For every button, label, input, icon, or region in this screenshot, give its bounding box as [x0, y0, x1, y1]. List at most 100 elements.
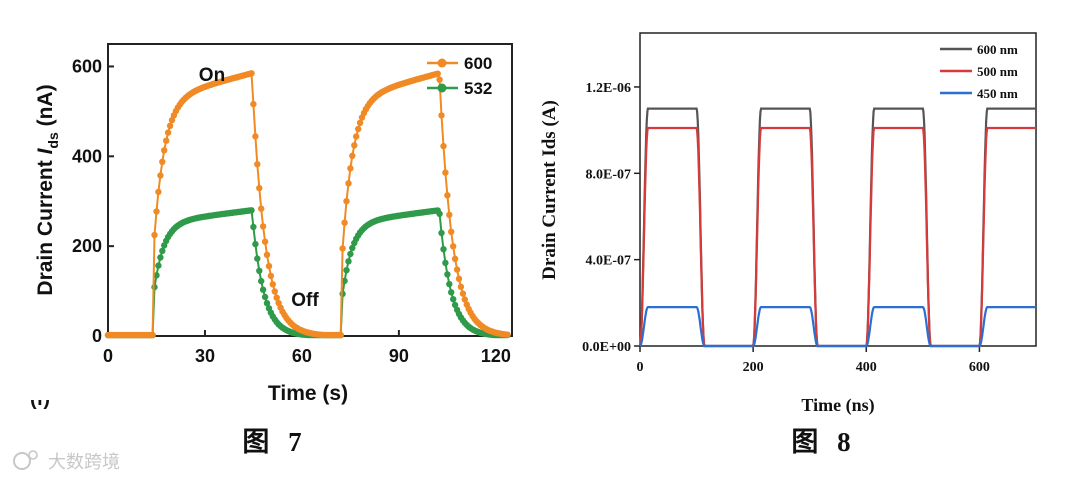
chart1-point-532	[349, 244, 356, 252]
chart1-x-axis-label: Time (s)	[268, 382, 348, 405]
chart2-x-tick-label: 0	[637, 360, 644, 375]
chart2-legend-label-600nm: 600 nm	[977, 42, 1018, 57]
chart1-panel-mark-crop	[20, 385, 80, 400]
chart2-x-axis-label: Time (ns)	[801, 395, 874, 416]
chart1-point-600	[353, 133, 360, 140]
chart1-caption: 图 7	[242, 427, 307, 457]
chart1-point-600	[434, 70, 441, 77]
chart1-x-tick-label: 0	[103, 346, 113, 366]
chart1-point-532	[438, 229, 445, 237]
chart1-point-600	[504, 331, 511, 338]
chart-photocurrent-nanoseconds: 0.0E+00 4.0E-07 8.0E-07 1.2E-06 0 200 400 600 …	[539, 32, 1037, 457]
chart1-legend-marker-600	[437, 58, 447, 68]
chart2-series-line-450nm	[639, 306, 1036, 348]
chart1-point-600	[164, 129, 172, 136]
chart1-point-532	[442, 259, 449, 267]
chart1-x-tick-label: 120	[481, 346, 511, 366]
chart1-point-600	[159, 158, 166, 165]
chart1-point-532	[444, 271, 451, 278]
chart1-point-532	[440, 246, 447, 253]
chart1-point-600	[347, 165, 354, 172]
chart1-point-600	[149, 331, 156, 339]
chart1-legend-marker-532	[437, 83, 447, 93]
chart2-y-tick-label: 1.2E-06	[586, 81, 632, 96]
chart1-point-600	[450, 243, 457, 250]
chart1-point-532	[446, 280, 453, 288]
watermark-text: 大数跨境	[48, 452, 120, 472]
chart1-point-532	[450, 296, 457, 303]
chart1-point-600	[250, 100, 257, 108]
chart1-point-532	[451, 301, 459, 309]
chart1-point-532	[252, 240, 259, 248]
chart1-point-600	[261, 238, 269, 245]
chart1-point-532	[259, 286, 267, 293]
chart1-point-600	[438, 112, 445, 119]
chart1-point-600	[155, 188, 162, 196]
chart1-legend-label-532: 532	[464, 79, 492, 98]
chart1-point-600	[265, 262, 273, 270]
chart1-point-600	[248, 70, 255, 77]
chart1-point-600	[459, 290, 467, 297]
chart1-point-600	[161, 147, 168, 154]
chart1-point-600	[254, 161, 261, 168]
chart1-y-tick-label: 0	[92, 326, 102, 346]
chart2-y-tick-label: 0.0E+00	[582, 340, 631, 355]
chart1-point-600	[151, 231, 158, 239]
chart1-point-600	[252, 133, 259, 140]
chart1-point-600	[341, 219, 348, 226]
chart2-legend: 600 nm 500 nm 450 nm	[940, 42, 1018, 101]
chart1-point-532	[155, 262, 162, 269]
chart2-y-axis-label: Drain Current Ids (A)	[539, 100, 560, 280]
chart1-series-group	[104, 70, 511, 339]
chart1-legend-label-600: 600	[464, 54, 492, 73]
chart1-point-532	[153, 272, 160, 279]
chart1-point-532	[159, 247, 166, 255]
chart1-point-532	[254, 255, 261, 262]
chart1-point-600	[457, 283, 465, 290]
chart2-y-tick-label: 8.0E-07	[586, 167, 632, 182]
chart1-point-600	[436, 76, 443, 83]
chart1-point-532	[347, 250, 354, 258]
chart1-point-600	[448, 228, 455, 235]
chart1-point-600	[345, 180, 352, 187]
chart1-point-532	[448, 289, 455, 296]
chart1-point-600	[273, 294, 280, 301]
chart2-y-tick-label: 4.0E-07	[586, 254, 632, 269]
chart1-point-600	[453, 266, 461, 273]
chart1-y-tick-label: 600	[72, 56, 102, 76]
chart1-point-600	[259, 223, 267, 230]
chart1-point-600	[271, 288, 278, 295]
chart1-x-tick-label: 60	[292, 346, 312, 366]
chart1-point-600	[157, 172, 164, 179]
chart1-x-tick-label: 30	[195, 346, 215, 366]
chart1-point-600	[163, 137, 170, 144]
chart1-point-600	[356, 119, 364, 127]
chart1-point-600	[442, 169, 449, 176]
chart2-legend-label-500nm: 500 nm	[977, 64, 1018, 79]
chart1-point-600	[339, 245, 346, 252]
chart1-point-600	[269, 281, 276, 288]
chart1-point-600	[153, 208, 160, 215]
chart1-point-532	[341, 277, 348, 285]
chart2-caption: 图 8	[791, 427, 856, 457]
chart1-point-532	[258, 277, 265, 285]
chart1-point-600	[349, 152, 356, 159]
chart1-point-532	[157, 254, 164, 261]
chart1-point-532	[263, 300, 271, 307]
watermark-logo-dot-icon	[28, 450, 38, 460]
chart1-point-532	[261, 293, 269, 301]
chart2-y-axis: 0.0E+00 4.0E-07 8.0E-07 1.2E-06	[582, 81, 640, 355]
chart1-point-532	[256, 267, 263, 274]
chart1-point-600	[440, 142, 447, 150]
chart1-point-600	[455, 275, 463, 282]
chart1-y-tick-label: 400	[72, 146, 102, 166]
chart2-legend-label-450nm: 450 nm	[977, 86, 1018, 101]
chart1-y-axis-label: Drain Current Ids (nA)	[34, 84, 61, 295]
chart1-y-tick-label: 200	[72, 236, 102, 256]
chart2-x-tick-label: 400	[856, 360, 877, 375]
chart1-point-600	[444, 192, 451, 199]
chart1-annotation-off: Off	[291, 290, 319, 311]
watermark-logo-icon	[13, 452, 31, 470]
chart2-series-group	[638, 107, 1036, 348]
chart1-point-600	[256, 184, 263, 192]
